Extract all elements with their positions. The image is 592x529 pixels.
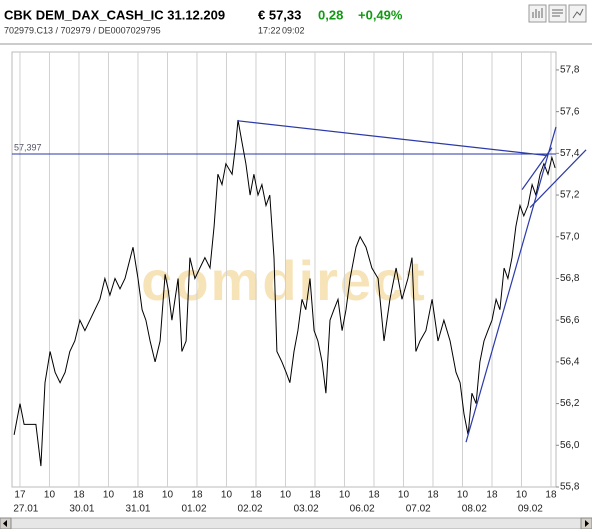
x-tick-label: 18 <box>132 490 144 501</box>
x-tick-label: 18 <box>250 490 262 501</box>
x-date-label: 09.02 <box>518 504 543 515</box>
x-date-label: 27.01 <box>13 504 38 515</box>
scrollbar[interactable] <box>0 517 592 529</box>
y-tick-label: 55,8 <box>560 482 580 493</box>
reference-label: 57,397 <box>14 142 42 152</box>
instrument-title: CBK DEM_DAX_CASH_IC 31.12.209 <box>4 7 225 22</box>
x-tick-label: 10 <box>44 490 56 501</box>
icon-glyph <box>572 8 584 19</box>
trend-line <box>529 149 587 208</box>
y-tick-label: 56,4 <box>560 357 580 368</box>
x-tick-label: 10 <box>280 490 292 501</box>
quote-date: 09:02 <box>282 25 305 35</box>
x-date-label: 08.02 <box>462 504 487 515</box>
x-tick-label: 10 <box>103 490 115 501</box>
x-tick-label: 17 <box>14 490 26 501</box>
toolbar <box>528 4 587 23</box>
arrow <box>585 520 589 527</box>
x-tick-label: 10 <box>516 490 528 501</box>
x-tick-label: 18 <box>309 490 321 501</box>
x-date-label: 30.01 <box>69 504 94 515</box>
x-date-label: 06.02 <box>350 504 375 515</box>
x-tick-label: 18 <box>368 490 380 501</box>
x-tick-label: 10 <box>457 490 469 501</box>
trend-line <box>237 120 549 157</box>
trend-line <box>465 126 557 443</box>
y-tick-label: 56,8 <box>560 273 580 284</box>
instrument-ids: 702979.C13 / 702979 / DE0007029795 <box>4 25 161 35</box>
x-tick-label: 18 <box>427 490 439 501</box>
icon-glyph <box>552 9 563 17</box>
x-tick-label: 10 <box>339 490 351 501</box>
x-tick-label: 10 <box>221 490 233 501</box>
plot-frame <box>11 51 557 488</box>
y-tick-label: 57,4 <box>560 148 580 159</box>
quote-time: 17:22 <box>258 25 281 35</box>
y-tick-label: 57,2 <box>560 190 580 201</box>
price: € 57,33 <box>258 7 301 22</box>
watermark: comdirect <box>141 249 427 312</box>
change: 0,28 <box>318 7 343 22</box>
x-date-label: 03.02 <box>294 504 319 515</box>
y-tick-label: 57,8 <box>560 65 580 76</box>
x-date-label: 01.02 <box>182 504 207 515</box>
x-tick-label: 10 <box>398 490 410 501</box>
change-pct: +0,49% <box>358 7 403 22</box>
scroll-track[interactable] <box>0 517 592 529</box>
icon-glyph <box>532 8 543 18</box>
plot-layer: comdirect 17 10 18 10 18 10 18 10 18 10 18 10 18 10 18 1… <box>12 52 587 515</box>
x-date-label: 31.01 <box>125 504 150 515</box>
arrow <box>3 520 7 527</box>
y-tick-label: 57,6 <box>560 106 580 117</box>
y-tick-label: 56,2 <box>560 398 580 409</box>
x-tick-label: 18 <box>73 490 85 501</box>
trend-line <box>521 147 553 190</box>
x-tick-label: 10 <box>162 490 174 501</box>
y-tick-label: 57,0 <box>560 231 580 242</box>
x-tick-label: 18 <box>545 490 557 501</box>
x-tick-label: 18 <box>486 490 498 501</box>
chart-icon[interactable] <box>528 4 547 23</box>
x-tick-label: 18 <box>191 490 203 501</box>
y-tick-label: 56,0 <box>560 440 580 451</box>
y-tick-label: 56,6 <box>560 315 580 326</box>
x-date-label: 07.02 <box>406 504 431 515</box>
info-icon[interactable] <box>568 4 587 23</box>
x-date-label: 02.02 <box>238 504 263 515</box>
price-line <box>13 119 556 467</box>
